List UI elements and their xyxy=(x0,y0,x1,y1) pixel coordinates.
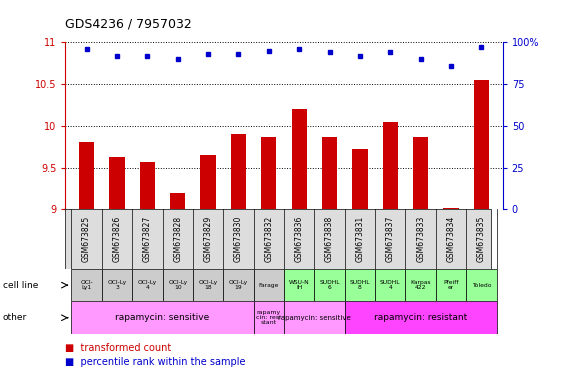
Text: SUDHL
6: SUDHL 6 xyxy=(319,280,340,290)
Text: GSM673825: GSM673825 xyxy=(82,216,91,262)
Text: Pfeiff
er: Pfeiff er xyxy=(443,280,459,290)
Bar xyxy=(79,142,94,209)
Bar xyxy=(201,155,216,209)
Bar xyxy=(193,269,223,301)
Bar xyxy=(345,269,375,301)
Text: OCI-Ly
10: OCI-Ly 10 xyxy=(168,280,187,290)
Text: GDS4236 / 7957032: GDS4236 / 7957032 xyxy=(65,18,192,31)
Text: OCI-Ly
18: OCI-Ly 18 xyxy=(198,280,218,290)
Text: SUDHL
8: SUDHL 8 xyxy=(350,280,370,290)
Text: GSM673831: GSM673831 xyxy=(356,216,365,262)
Bar xyxy=(162,269,193,301)
Text: GSM673832: GSM673832 xyxy=(264,216,273,262)
Bar xyxy=(72,301,254,334)
Text: GSM673835: GSM673835 xyxy=(477,216,486,262)
Text: GSM673827: GSM673827 xyxy=(143,216,152,262)
Bar xyxy=(231,134,246,209)
Bar xyxy=(352,149,367,209)
Bar xyxy=(223,269,254,301)
Bar xyxy=(110,157,124,209)
Text: GSM673837: GSM673837 xyxy=(386,216,395,262)
Text: Karpas
422: Karpas 422 xyxy=(411,280,431,290)
Bar xyxy=(345,301,496,334)
Bar xyxy=(284,269,314,301)
Text: other: other xyxy=(3,313,27,322)
Text: GSM673829: GSM673829 xyxy=(203,216,212,262)
Bar xyxy=(314,269,345,301)
Text: Toledo: Toledo xyxy=(471,283,491,288)
Bar xyxy=(254,269,284,301)
Bar xyxy=(284,301,345,334)
Text: OCI-Ly
4: OCI-Ly 4 xyxy=(138,280,157,290)
Bar xyxy=(291,109,307,209)
Bar xyxy=(436,269,466,301)
Bar xyxy=(170,193,185,209)
Bar xyxy=(72,269,102,301)
Text: rapamycin: sensitive: rapamycin: sensitive xyxy=(278,315,351,321)
Text: Farage: Farage xyxy=(258,283,279,288)
Bar xyxy=(254,301,284,334)
Text: SUDHL
4: SUDHL 4 xyxy=(380,280,400,290)
Text: GSM673833: GSM673833 xyxy=(416,216,425,262)
Bar xyxy=(375,269,406,301)
Text: ■  transformed count: ■ transformed count xyxy=(65,343,172,353)
Bar xyxy=(140,162,155,209)
Text: cell line: cell line xyxy=(3,281,38,290)
Text: GSM673834: GSM673834 xyxy=(446,216,456,262)
Text: GSM673828: GSM673828 xyxy=(173,216,182,262)
Text: GSM673838: GSM673838 xyxy=(325,216,334,262)
Text: rapamy
cin: resi
stant: rapamy cin: resi stant xyxy=(256,310,281,325)
Text: ■  percentile rank within the sample: ■ percentile rank within the sample xyxy=(65,357,246,367)
Bar xyxy=(413,137,428,209)
Text: GSM673836: GSM673836 xyxy=(295,216,304,262)
Text: GSM673830: GSM673830 xyxy=(234,216,243,262)
Bar xyxy=(474,80,489,209)
Text: WSU-N
IH: WSU-N IH xyxy=(289,280,310,290)
Bar xyxy=(132,269,162,301)
Bar xyxy=(322,137,337,209)
Text: OCI-Ly
3: OCI-Ly 3 xyxy=(107,280,127,290)
Bar xyxy=(466,269,496,301)
Text: rapamycin: resistant: rapamycin: resistant xyxy=(374,313,467,322)
Text: OCI-
Ly1: OCI- Ly1 xyxy=(80,280,93,290)
Text: OCI-Ly
19: OCI-Ly 19 xyxy=(229,280,248,290)
Bar xyxy=(444,208,458,209)
Text: rapamycin: sensitive: rapamycin: sensitive xyxy=(115,313,210,322)
Text: GSM673826: GSM673826 xyxy=(112,216,122,262)
Bar xyxy=(261,137,277,209)
Bar xyxy=(383,122,398,209)
Bar xyxy=(102,269,132,301)
Bar xyxy=(406,269,436,301)
